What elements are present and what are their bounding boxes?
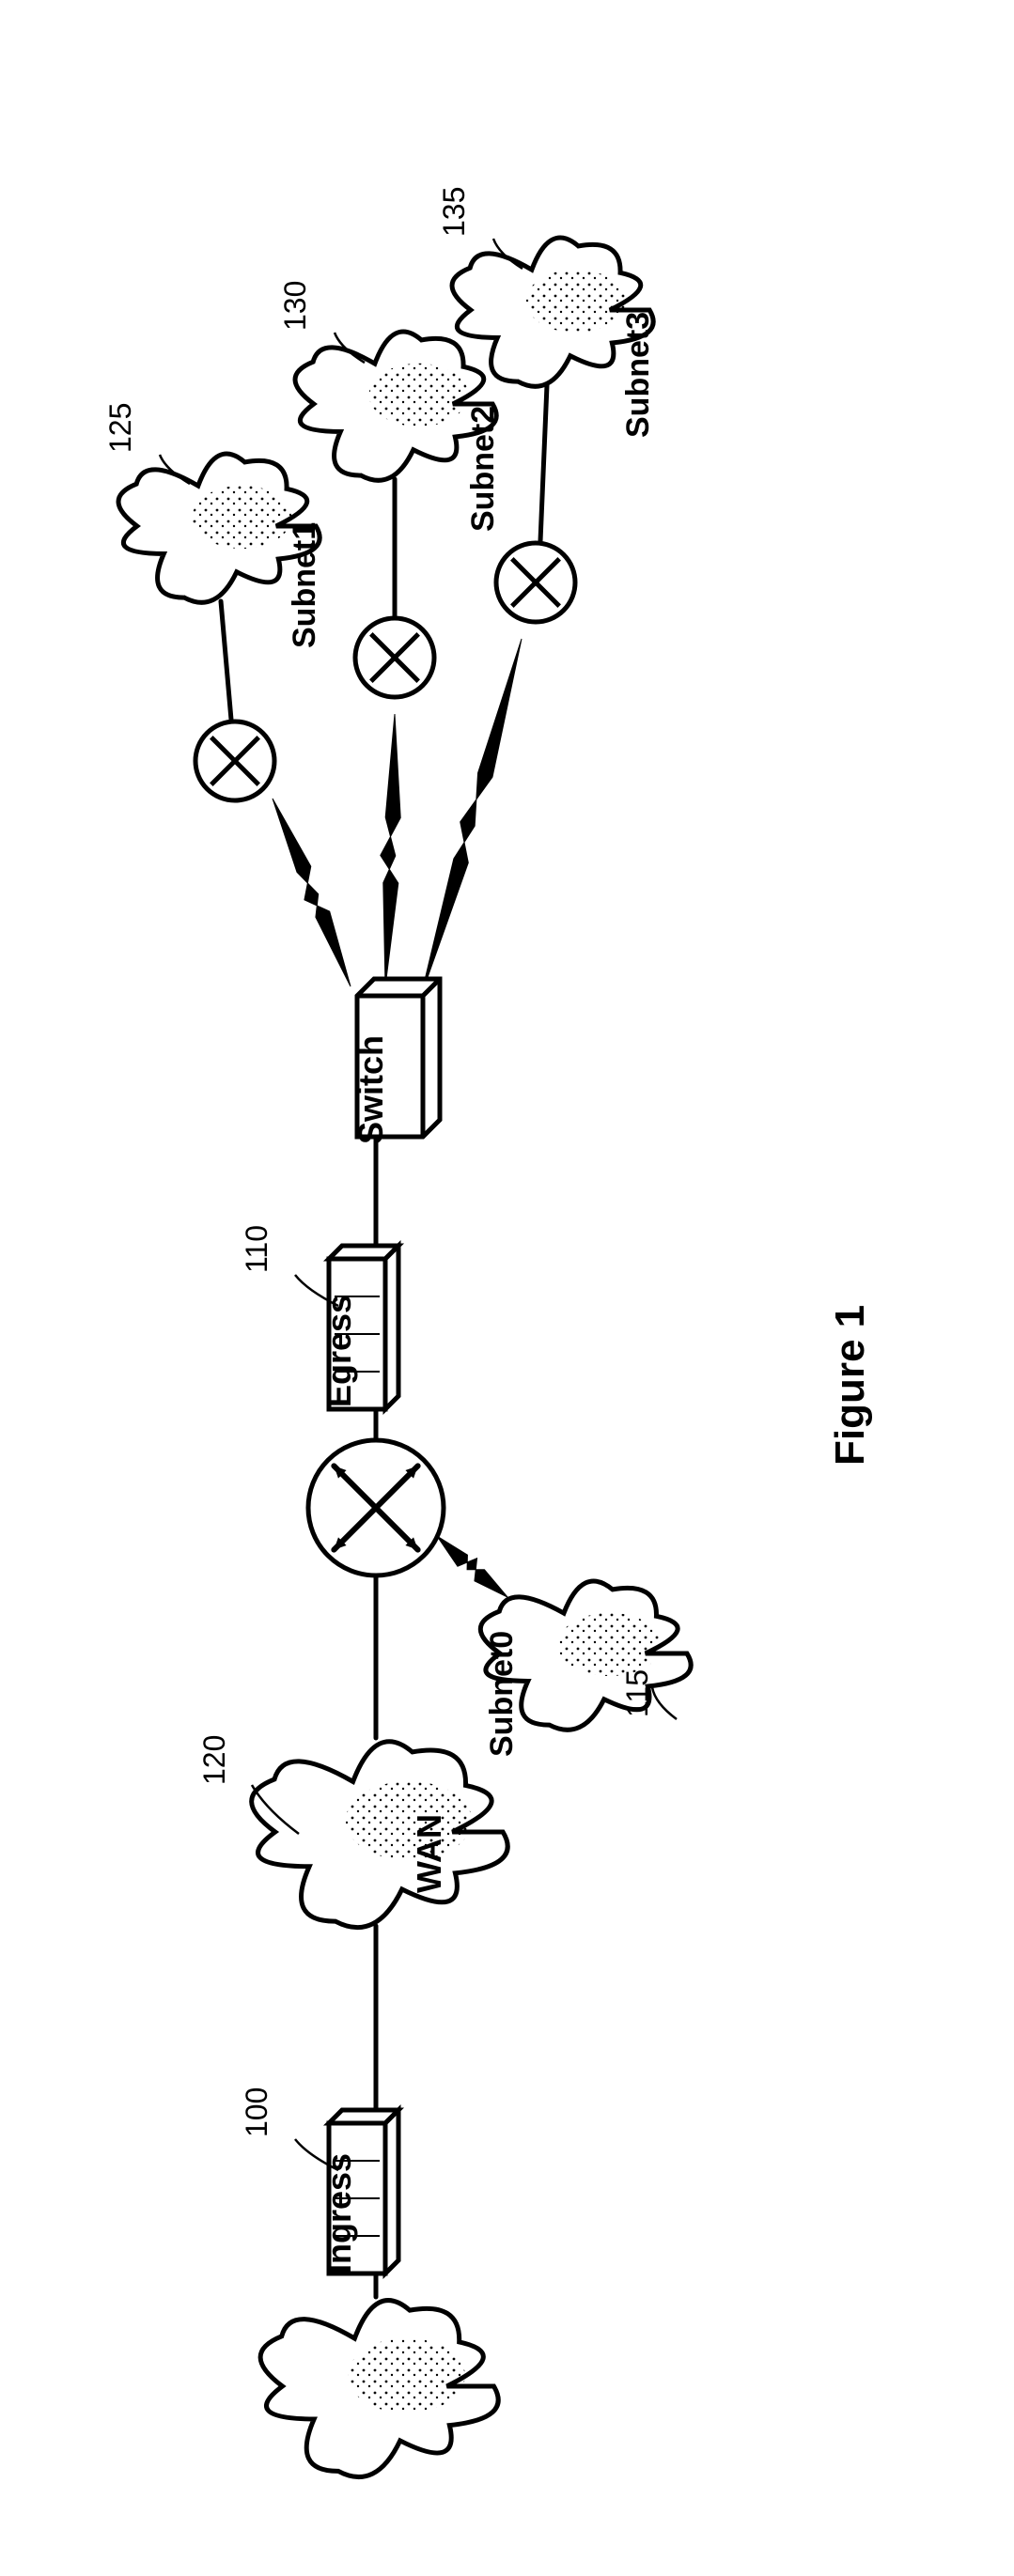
svg-layer: [0, 0, 1014, 2576]
label-subnet3: Subnet3: [620, 312, 657, 438]
label-wan: WAN: [410, 1814, 449, 1893]
label-subnet2: Subnet2: [465, 406, 502, 532]
ref-135: 135: [437, 187, 472, 237]
label-subnet0: Subnet0: [484, 1631, 521, 1757]
label-ingress: Ingress: [320, 2153, 359, 2273]
ref-125: 125: [103, 403, 138, 453]
ref-115: 115: [620, 1669, 655, 1717]
ref-130: 130: [278, 281, 313, 331]
label-switch: Switch: [351, 1035, 391, 1144]
diagram-canvas: Ingress WAN Egress Switch Subnet0 Subnet…: [0, 0, 1014, 2576]
ref-120: 120: [197, 1735, 232, 1785]
label-egress: Egress: [320, 1295, 359, 1407]
figure-caption: Figure 1: [827, 1305, 874, 1466]
ref-110: 110: [240, 1225, 274, 1273]
ref-100: 100: [240, 2087, 274, 2137]
label-subnet1: Subnet1: [287, 522, 323, 648]
